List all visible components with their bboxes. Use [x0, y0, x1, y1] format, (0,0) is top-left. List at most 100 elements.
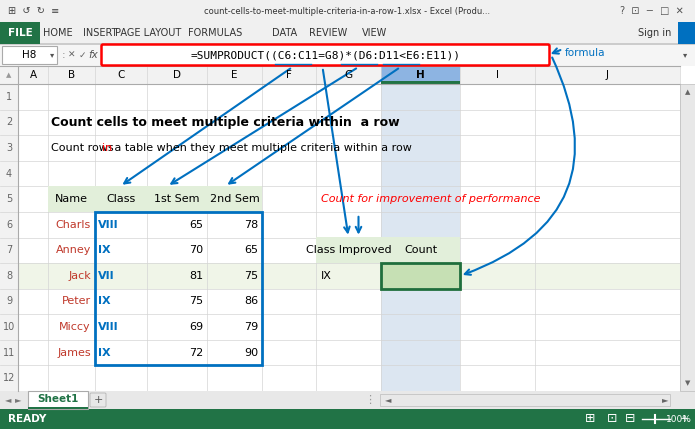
Text: 3: 3 [6, 143, 12, 153]
Text: +: + [680, 414, 689, 424]
Text: H8: H8 [22, 50, 36, 60]
Bar [0, 84, 680, 391]
Text: ▲: ▲ [6, 72, 12, 78]
Bar [28, 391, 88, 409]
Text: formula: formula [565, 48, 605, 58]
Text: 2nd Sem: 2nd Sem [210, 194, 259, 204]
Text: 9: 9 [6, 296, 12, 306]
Text: VIEW: VIEW [362, 28, 388, 38]
Text: fx: fx [88, 50, 98, 60]
Text: ⋮: ⋮ [364, 395, 375, 405]
Text: Class Improved: Class Improved [306, 245, 391, 255]
Text: ─: ─ [658, 414, 664, 424]
Text: Charls: Charls [56, 220, 91, 230]
Text: Sign in: Sign in [638, 28, 671, 38]
Bar [0, 22, 695, 44]
Text: INSERT: INSERT [83, 28, 117, 38]
Text: 69: 69 [189, 322, 203, 332]
Text: 70: 70 [189, 245, 203, 255]
FancyBboxPatch shape [90, 393, 106, 407]
Text: count-cells-to-meet-multiple-criteria-in-a-row-1.xlsx - Excel (Produ...: count-cells-to-meet-multiple-criteria-in… [204, 6, 490, 15]
Bar [316, 238, 460, 263]
Text: in: in [102, 143, 113, 153]
Bar [95, 212, 262, 366]
Text: 100%: 100% [666, 414, 692, 423]
Text: H: H [416, 70, 425, 80]
Text: ✕: ✕ [68, 51, 76, 60]
Text: B: B [68, 70, 75, 80]
Text: 75: 75 [189, 296, 203, 306]
Text: IX: IX [98, 245, 111, 255]
Text: REVIEW: REVIEW [309, 28, 347, 38]
Text: D: D [173, 70, 181, 80]
Bar [28, 407, 88, 409]
Text: 72: 72 [189, 347, 203, 358]
Text: 79: 79 [244, 322, 258, 332]
Text: Count: Count [404, 245, 437, 255]
Text: I: I [496, 70, 499, 80]
Text: ▾: ▾ [683, 51, 687, 60]
Text: Class: Class [106, 194, 136, 204]
Text: :: : [62, 50, 66, 60]
Text: DATA: DATA [272, 28, 297, 38]
Text: 10: 10 [3, 322, 15, 332]
Text: 1st Sem: 1st Sem [154, 194, 199, 204]
Text: ►: ► [15, 396, 22, 405]
Text: +: + [93, 395, 103, 405]
Text: VIII: VIII [98, 220, 119, 230]
Bar [0, 84, 18, 391]
Text: READY: READY [8, 414, 47, 424]
Bar [381, 81, 460, 84]
Text: 12: 12 [3, 373, 15, 383]
Text: FILE: FILE [8, 28, 33, 38]
Text: Jack: Jack [68, 271, 91, 281]
Text: Count for improvement of performance: Count for improvement of performance [321, 194, 541, 204]
Text: ⊟: ⊟ [625, 413, 635, 426]
Text: ▲: ▲ [685, 89, 690, 95]
Text: 6: 6 [6, 220, 12, 230]
Text: VIII: VIII [98, 322, 119, 332]
Text: Miccy: Miccy [59, 322, 91, 332]
Text: C: C [117, 70, 124, 80]
Text: 1: 1 [6, 92, 12, 102]
Text: HOME: HOME [43, 28, 73, 38]
Text: 65: 65 [244, 245, 258, 255]
Bar [0, 0, 695, 22]
Bar [0, 66, 680, 84]
Bar [381, 84, 460, 391]
Text: 5: 5 [6, 194, 12, 204]
Bar [18, 263, 680, 289]
Text: IX: IX [98, 296, 111, 306]
Text: 2: 2 [6, 118, 12, 127]
Bar [2, 46, 57, 64]
Text: ◄: ◄ [5, 396, 11, 405]
Text: 8: 8 [6, 271, 12, 281]
Text: Peter: Peter [62, 296, 91, 306]
Text: Sheet1: Sheet1 [38, 394, 79, 404]
FancyBboxPatch shape [101, 45, 550, 66]
Text: ▼: ▼ [685, 380, 690, 386]
Text: PAGE LAYOUT: PAGE LAYOUT [115, 28, 181, 38]
Text: 90: 90 [244, 347, 258, 358]
Text: Count rows: Count rows [51, 143, 117, 153]
Text: 7: 7 [6, 245, 12, 255]
Text: ⊞  ↺  ↻  ≡: ⊞ ↺ ↻ ≡ [8, 6, 59, 16]
Text: ◄: ◄ [385, 396, 391, 405]
Text: ▾: ▾ [50, 51, 54, 60]
Text: IX: IX [321, 271, 332, 281]
Text: Anney: Anney [56, 245, 91, 255]
Text: 65: 65 [189, 220, 203, 230]
Bar [678, 22, 695, 44]
Text: 4: 4 [6, 169, 12, 178]
Bar [0, 409, 695, 429]
Text: 78: 78 [244, 220, 258, 230]
Text: 75: 75 [244, 271, 258, 281]
Text: ?  ⊡  −  □  ✕: ? ⊡ − □ ✕ [620, 6, 684, 16]
Text: ⊞: ⊞ [584, 413, 595, 426]
Bar [0, 391, 695, 409]
Text: ►: ► [662, 396, 669, 405]
Bar [48, 186, 262, 212]
Text: ⊡: ⊡ [607, 413, 617, 426]
Text: a table when they meet multiple criteria within a row: a table when they meet multiple criteria… [111, 143, 412, 153]
Text: G: G [345, 70, 352, 80]
